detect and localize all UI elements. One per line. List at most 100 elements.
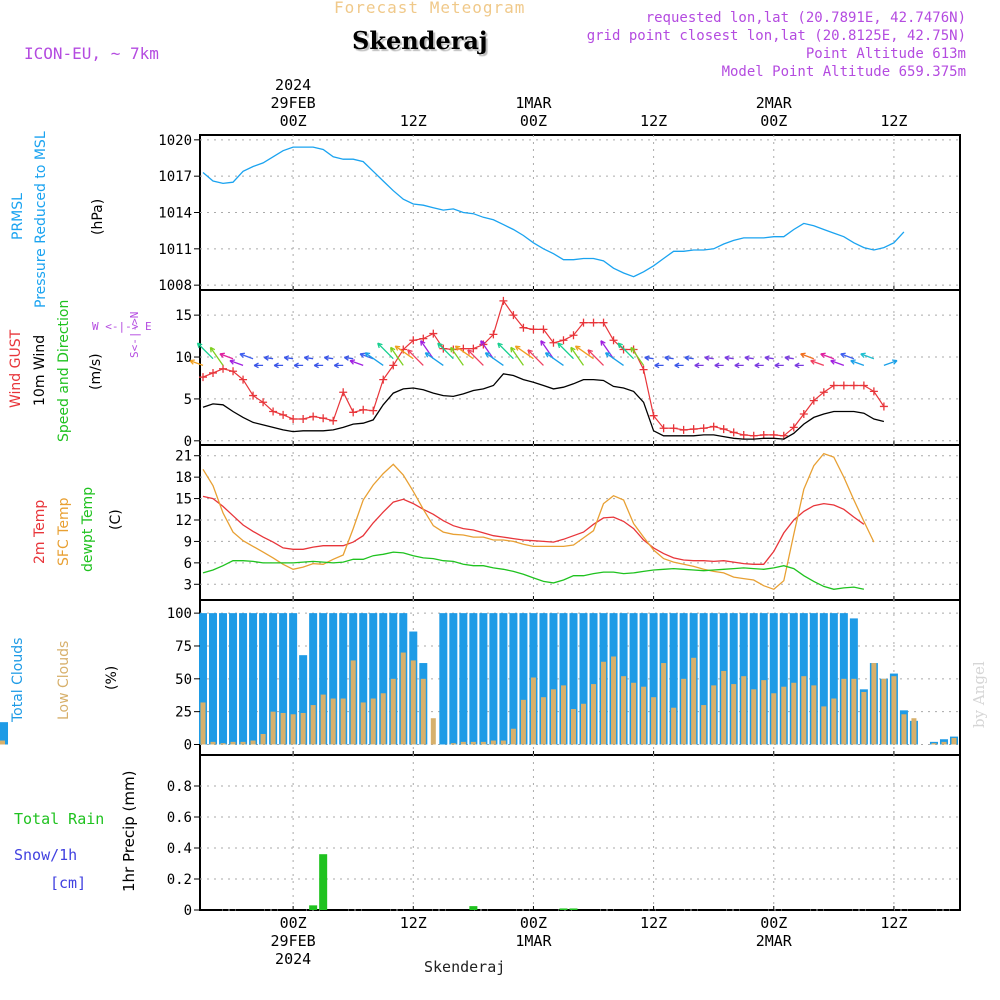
wind-arrow — [574, 345, 594, 360]
total-cloud-bar — [459, 613, 468, 745]
gust-marker — [769, 430, 778, 439]
top-hour-label: 00Z — [279, 112, 307, 130]
total-cloud-bar — [439, 613, 448, 745]
low-cloud-bar — [350, 660, 356, 745]
wind-arrow — [774, 362, 784, 369]
low-cloud-bar — [641, 686, 647, 745]
low-cloud-bar — [731, 684, 737, 745]
total-cloud-bar — [359, 613, 368, 745]
top-hour-label: 12Z — [640, 112, 668, 130]
total-cloud-bar — [569, 613, 578, 745]
top-date-label: 1MAR — [515, 94, 552, 112]
total-cloud-bar — [649, 613, 658, 745]
cloud-bars — [0, 613, 958, 745]
wind-arrow — [794, 362, 804, 369]
total-cloud-bar — [339, 613, 348, 745]
gust-marker — [229, 367, 238, 376]
low-cloud-bar — [711, 685, 717, 745]
low-cloud-bar — [851, 678, 857, 745]
low-cloud-bar — [821, 706, 827, 745]
total-cloud-bar — [259, 613, 268, 745]
low-cloud-bar — [951, 737, 957, 745]
gust-marker — [809, 396, 818, 405]
total-cloud-bar — [479, 613, 488, 745]
wind-arrow — [714, 362, 724, 369]
total-cloud-bar — [559, 613, 568, 745]
low-cloud-bar — [380, 693, 386, 745]
wind-arrow — [544, 352, 564, 366]
gust-marker — [759, 430, 768, 439]
wind-arrow — [424, 352, 444, 366]
top-hour-label: 00Z — [760, 112, 788, 130]
wind-arrow — [744, 355, 754, 361]
low-cloud-bar — [591, 684, 597, 745]
gust-marker — [419, 334, 428, 343]
low-cloud-bar — [540, 697, 546, 745]
total-cloud-bar — [489, 613, 498, 745]
wind-arrow — [570, 346, 585, 366]
total-cloud-bar — [499, 613, 508, 745]
wind-arrow — [820, 352, 835, 360]
faint-title: Forecast Meteogram — [334, 0, 526, 17]
wind-arrow — [617, 342, 635, 360]
total-cloud-bar — [269, 613, 278, 745]
low-cloud-bar — [831, 698, 837, 745]
low-cloud-bar — [871, 663, 877, 745]
gust-marker — [639, 365, 648, 374]
wind-arrow — [800, 352, 815, 360]
total-cloud-bar — [669, 613, 678, 745]
total-cloud-bar — [759, 613, 768, 745]
gust-marker — [699, 424, 708, 433]
series-lines — [199, 146, 905, 591]
y-tick-label: 0.4 — [167, 841, 192, 857]
low-cloud-bar — [841, 678, 847, 745]
y-tick-label: 0 — [184, 434, 192, 450]
total-cloud-bar — [198, 613, 208, 745]
total-cloud-bar — [729, 613, 738, 745]
gust-marker — [739, 430, 748, 439]
low-cloud-bar — [751, 689, 757, 745]
total-cloud-bar — [639, 613, 648, 745]
gust-marker — [359, 405, 368, 414]
panel-frame-precip — [199, 754, 961, 911]
top-year-label: 2024 — [275, 76, 312, 94]
total-cloud-bar — [329, 613, 338, 745]
total-cloud-bar — [449, 613, 458, 745]
wind-arrow — [420, 340, 434, 360]
gust-line — [202, 299, 885, 437]
pressure-line — [202, 146, 905, 278]
gust-marker — [239, 375, 248, 384]
gust-marker — [469, 344, 478, 353]
y-tick-label: 100 — [167, 606, 192, 622]
y-tick-label: 50 — [175, 672, 192, 688]
total-cloud-bar — [0, 722, 9, 745]
gust-marker — [829, 381, 838, 390]
gust-marker — [319, 414, 328, 423]
low-cloud-bar — [330, 698, 336, 745]
low-cloud-bar — [390, 678, 396, 745]
rain-bar — [319, 854, 328, 910]
bottom-hour-label: 00Z — [760, 914, 788, 932]
low-cloud-bar — [931, 743, 937, 745]
wind-arrow — [600, 340, 615, 360]
wind-arrow — [273, 362, 284, 369]
wind-arrow — [784, 355, 794, 361]
low-cloud-bar — [781, 686, 787, 745]
wind-arrow — [437, 342, 454, 360]
wind-arrow — [349, 359, 364, 367]
top-hour-label: 12Z — [880, 112, 908, 130]
wind-arrow — [454, 345, 474, 360]
total-cloud-bar — [779, 613, 788, 745]
y-tick-label: 1017 — [158, 169, 192, 185]
y-tick-label: 6 — [184, 556, 192, 572]
gust-marker — [729, 428, 738, 437]
wind-arrow — [830, 359, 845, 367]
gust-marker — [289, 415, 298, 424]
low-cloud-bar — [631, 682, 637, 745]
total-cloud-bar — [469, 613, 478, 745]
gust-marker — [679, 425, 688, 434]
wind-arrow — [219, 352, 234, 360]
wind-arrow — [630, 346, 645, 366]
gust-marker — [209, 368, 218, 377]
